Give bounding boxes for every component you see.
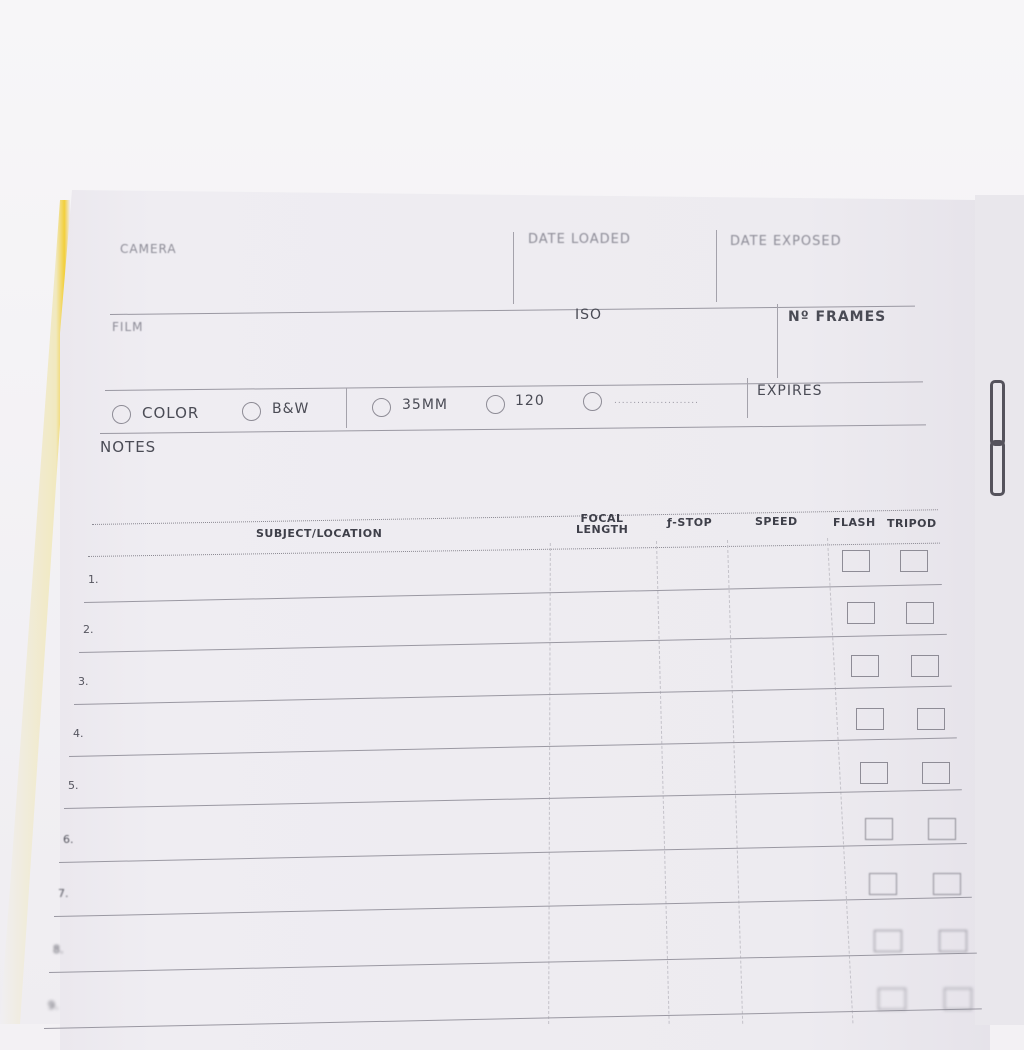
tripod-checkbox[interactable] [944, 987, 972, 1010]
staple-icon [990, 380, 1005, 446]
flash-checkbox[interactable] [846, 601, 875, 624]
flash-checkbox[interactable] [873, 930, 902, 953]
flash-checkbox[interactable] [842, 550, 870, 572]
notes-label: NOTES [100, 438, 157, 456]
date-exposed-label: DATE EXPOSED [730, 234, 842, 249]
flash-header: FLASH [833, 516, 876, 529]
row-number: 2. [83, 623, 94, 637]
divider [747, 378, 748, 418]
divider [346, 388, 347, 428]
camera-label: CAMERA [120, 242, 177, 256]
tripod-checkbox[interactable] [900, 550, 928, 572]
tripod-checkbox[interactable] [933, 873, 961, 896]
tripod-checkbox[interactable] [922, 762, 950, 785]
tripod-checkbox[interactable] [927, 817, 956, 840]
flash-checkbox[interactable] [869, 873, 897, 896]
iso-label: ISO [575, 307, 603, 323]
row-number: 4. [73, 726, 84, 740]
35mm-label: 35MM [402, 397, 448, 413]
120-radio[interactable] [486, 395, 505, 414]
flash-checkbox[interactable] [860, 762, 888, 785]
color-label: COLOR [142, 404, 200, 422]
bw-label: B&W [272, 401, 310, 417]
tripod-checkbox[interactable] [938, 930, 967, 953]
tripod-checkbox[interactable] [905, 601, 934, 624]
fstop-header: ƒ-STOP [667, 516, 713, 529]
35mm-radio[interactable] [372, 398, 391, 417]
row-number: 7. [58, 887, 69, 901]
flash-checkbox[interactable] [851, 654, 879, 677]
row-number: 8. [53, 942, 64, 956]
divider [777, 304, 778, 378]
tripod-header: TRIPOD [887, 517, 937, 530]
date-loaded-label: DATE LOADED [528, 232, 631, 247]
120-label: 120 [515, 393, 545, 409]
flash-checkbox[interactable] [864, 817, 893, 840]
divider [513, 232, 514, 304]
focal-length-header: FOCAL LENGTH [576, 512, 629, 536]
divider [716, 230, 717, 302]
other-format-radio[interactable] [583, 392, 602, 411]
tripod-checkbox[interactable] [916, 708, 945, 731]
row-number: 1. [88, 573, 99, 586]
flash-checkbox[interactable] [878, 987, 906, 1010]
bw-radio[interactable] [242, 402, 261, 421]
expires-label: EXPIRES [757, 383, 823, 399]
subject-header: SUBJECT/LOCATION [256, 527, 383, 540]
facing-page [975, 195, 1024, 1025]
other-format-field[interactable]: ...................... [614, 396, 699, 406]
tripod-checkbox[interactable] [911, 654, 939, 677]
row-number: 5. [68, 779, 79, 793]
row-number: 9. [48, 998, 59, 1012]
film-label: FILM [112, 320, 144, 334]
frames-label: Nº FRAMES [788, 309, 887, 325]
speed-header: SPEED [755, 515, 798, 528]
flash-checkbox[interactable] [855, 708, 884, 731]
staple-icon [990, 440, 1005, 496]
color-radio[interactable] [112, 405, 131, 424]
row-number: 3. [78, 674, 89, 688]
row-number: 6. [63, 833, 74, 846]
